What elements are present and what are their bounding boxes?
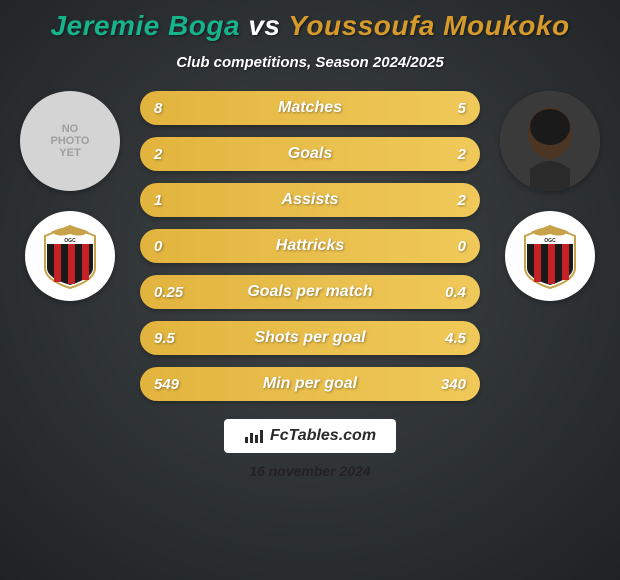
player2-photo-icon bbox=[500, 91, 600, 191]
stat-row: 0 Hattricks 0 bbox=[140, 229, 480, 263]
stat-p1-value: 8 bbox=[154, 100, 162, 117]
player1-club-badge: OGC bbox=[25, 211, 115, 301]
stat-label: Matches bbox=[278, 99, 342, 117]
stats-column: 8 Matches 5 2 Goals 2 1 Assists 2 0 Hatt… bbox=[140, 91, 480, 401]
stat-label: Goals per match bbox=[247, 283, 372, 301]
page-title: Jeremie Boga vs Youssoufa Moukoko bbox=[50, 10, 569, 42]
player1-avatar: NO PHOTO YET bbox=[20, 91, 120, 191]
svg-text:OGC: OGC bbox=[544, 238, 556, 244]
stat-label: Goals bbox=[288, 145, 332, 163]
stat-p2-value: 340 bbox=[441, 376, 466, 393]
stat-p2-value: 2 bbox=[458, 192, 466, 209]
stat-row: 8 Matches 5 bbox=[140, 91, 480, 125]
stat-p1-value: 2 bbox=[154, 146, 162, 163]
stat-row: 549 Min per goal 340 bbox=[140, 367, 480, 401]
title-player1: Jeremie Boga bbox=[50, 10, 240, 41]
player1-column: NO PHOTO YET OGC bbox=[10, 91, 130, 301]
stat-label: Assists bbox=[282, 191, 339, 209]
stat-row: 0.25 Goals per match 0.4 bbox=[140, 275, 480, 309]
brand-text: FcTables.com bbox=[270, 427, 376, 445]
stat-p2-value: 0.4 bbox=[445, 284, 466, 301]
player2-avatar bbox=[500, 91, 600, 191]
ogc-nice-logo-icon: OGC bbox=[39, 222, 101, 290]
subtitle: Club competitions, Season 2024/2025 bbox=[176, 54, 444, 71]
stat-p2-value: 0 bbox=[458, 238, 466, 255]
stat-row: 2 Goals 2 bbox=[140, 137, 480, 171]
title-player2: Youssoufa Moukoko bbox=[288, 10, 569, 41]
brand-badge[interactable]: FcTables.com bbox=[224, 419, 396, 453]
stat-p1-value: 549 bbox=[154, 376, 179, 393]
no-photo-text: NO PHOTO YET bbox=[51, 123, 90, 159]
stat-label: Hattricks bbox=[276, 237, 344, 255]
player2-club-badge: OGC bbox=[505, 211, 595, 301]
stat-p1-value: 0 bbox=[154, 238, 162, 255]
stat-row: 9.5 Shots per goal 4.5 bbox=[140, 321, 480, 355]
stat-label: Shots per goal bbox=[254, 329, 365, 347]
stat-row: 1 Assists 2 bbox=[140, 183, 480, 217]
stat-p2-value: 5 bbox=[458, 100, 466, 117]
ogc-nice-logo-icon: OGC bbox=[519, 222, 581, 290]
comparison-area: NO PHOTO YET OGC 8 Matches 5 bbox=[0, 91, 620, 401]
stat-p1-value: 0.25 bbox=[154, 284, 183, 301]
stat-p2-value: 4.5 bbox=[445, 330, 466, 347]
footer-date: 16 november 2024 bbox=[249, 463, 370, 479]
stat-p1-value: 9.5 bbox=[154, 330, 175, 347]
stat-label: Min per goal bbox=[263, 375, 357, 393]
stat-p1-value: 1 bbox=[154, 192, 162, 209]
title-vs: vs bbox=[248, 10, 280, 41]
player2-column: OGC bbox=[490, 91, 610, 301]
bars-icon bbox=[244, 428, 264, 444]
stat-p2-value: 2 bbox=[458, 146, 466, 163]
footer: FcTables.com 16 november 2024 bbox=[224, 419, 396, 479]
svg-text:OGC: OGC bbox=[64, 238, 76, 244]
